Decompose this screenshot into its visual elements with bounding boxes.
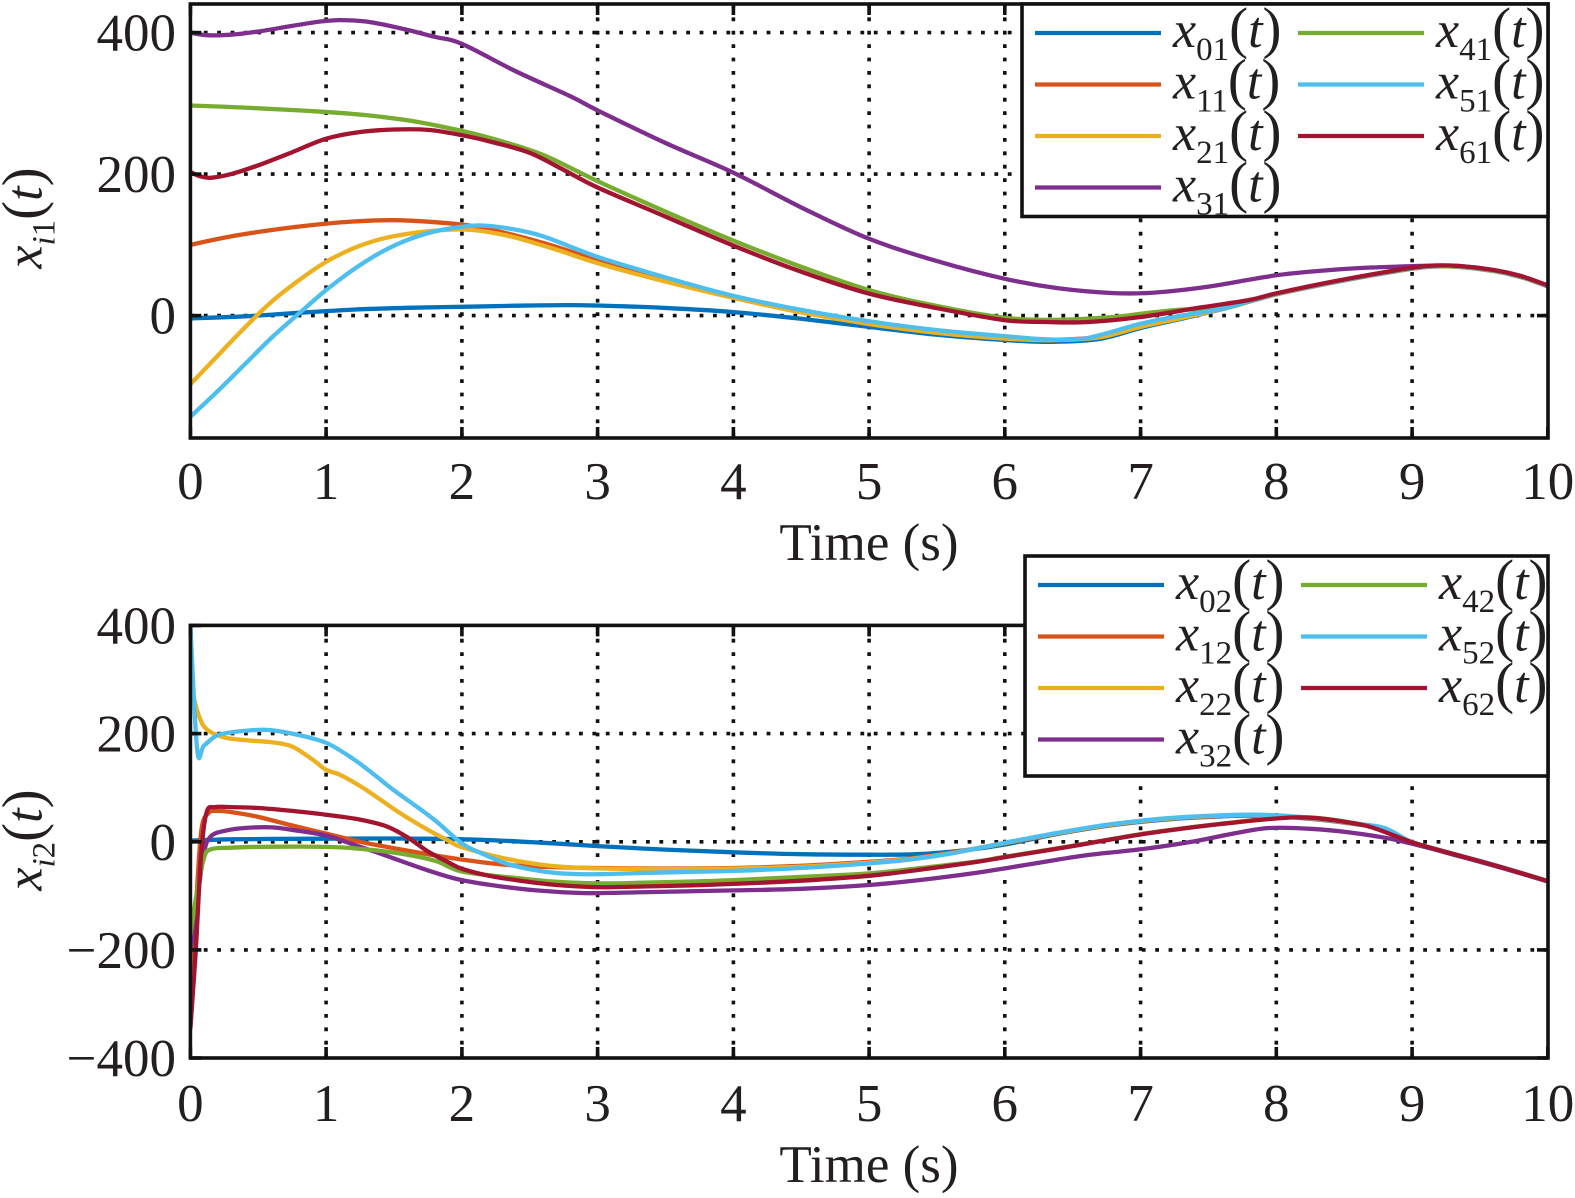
svg-text:x51(t): x51(t)	[1435, 49, 1545, 120]
svg-text:1: 1	[313, 453, 340, 511]
svg-text:xi1(t): xi1(t)	[0, 167, 63, 269]
svg-text:3: 3	[584, 1075, 611, 1133]
svg-text:200: 200	[97, 706, 177, 764]
svg-text:1: 1	[313, 1075, 340, 1133]
svg-text:Time (s): Time (s)	[779, 514, 958, 572]
svg-text:3: 3	[584, 453, 611, 511]
svg-text:0: 0	[177, 1075, 204, 1133]
svg-text:x12(t): x12(t)	[1175, 601, 1285, 672]
svg-text:x21(t): x21(t)	[1172, 100, 1282, 171]
svg-text:0: 0	[150, 814, 177, 872]
svg-text:x62(t): x62(t)	[1438, 652, 1548, 723]
svg-text:7: 7	[1127, 1075, 1154, 1133]
svg-text:400: 400	[97, 598, 177, 656]
svg-text:200: 200	[97, 146, 177, 204]
svg-text:0: 0	[177, 453, 204, 511]
svg-text:9: 9	[1399, 453, 1426, 511]
svg-text:6: 6	[992, 453, 1019, 511]
svg-text:xi2(t): xi2(t)	[0, 789, 63, 891]
svg-text:−400: −400	[67, 1030, 176, 1088]
svg-text:8: 8	[1263, 453, 1290, 511]
svg-text:Time (s): Time (s)	[779, 1136, 958, 1194]
svg-text:6: 6	[992, 1075, 1019, 1133]
svg-text:2: 2	[449, 1075, 476, 1133]
svg-text:0: 0	[150, 288, 177, 346]
svg-text:400: 400	[97, 5, 177, 63]
svg-text:10: 10	[1521, 453, 1574, 511]
svg-text:5: 5	[856, 453, 883, 511]
svg-text:2: 2	[449, 453, 476, 511]
svg-text:9: 9	[1399, 1075, 1426, 1133]
svg-text:−200: −200	[67, 922, 176, 980]
svg-text:x01(t): x01(t)	[1172, 0, 1282, 68]
svg-text:x61(t): x61(t)	[1435, 100, 1545, 171]
svg-text:4: 4	[720, 1075, 747, 1133]
svg-text:8: 8	[1263, 1075, 1290, 1133]
svg-text:5: 5	[856, 1075, 883, 1133]
svg-text:4: 4	[720, 453, 747, 511]
svg-text:x52(t): x52(t)	[1438, 601, 1548, 672]
svg-text:7: 7	[1127, 453, 1154, 511]
svg-text:10: 10	[1521, 1075, 1574, 1133]
svg-text:x02(t): x02(t)	[1175, 549, 1285, 620]
